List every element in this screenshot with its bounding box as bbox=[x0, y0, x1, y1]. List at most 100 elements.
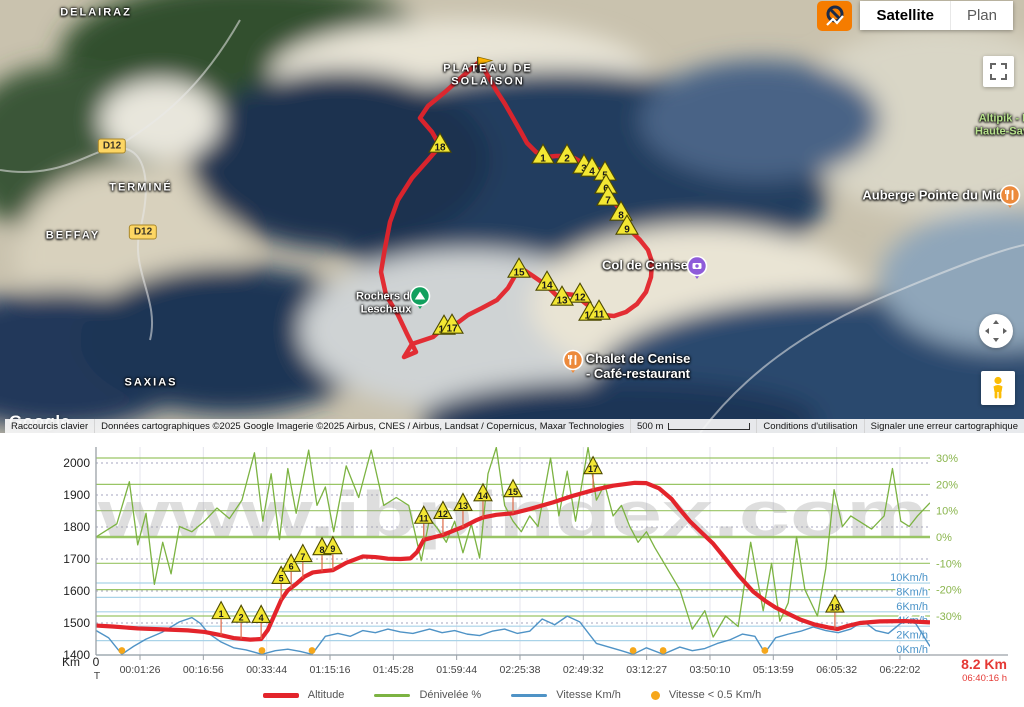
svg-text:0%: 0% bbox=[936, 532, 952, 544]
legend-item-vitesse-0-5-km-h: Vitesse < 0.5 Km/h bbox=[650, 689, 761, 701]
chart-legend: Altitude Dénivelée % Vitesse Km/h Vitesse <… bbox=[0, 685, 1024, 705]
svg-text:-10%: -10% bbox=[936, 558, 962, 570]
svg-text:8: 8 bbox=[618, 210, 624, 221]
waypoint-marker-15[interactable]: 15 bbox=[507, 257, 531, 278]
chart-waypoint-14: 14 bbox=[473, 482, 493, 502]
pan-arrows-icon bbox=[985, 320, 1007, 342]
svg-text:10%: 10% bbox=[936, 506, 958, 518]
elevation-profile-panel: 2000 1900 1800 1700 1600 1500 1400 30% 20% 10% 0% -… bbox=[0, 433, 1024, 707]
pan-control[interactable] bbox=[979, 314, 1013, 348]
legend-label: Vitesse Km/h bbox=[556, 689, 621, 701]
restaurant-icon[interactable] bbox=[562, 349, 584, 373]
svg-text:15: 15 bbox=[513, 267, 525, 278]
svg-text:15: 15 bbox=[508, 487, 518, 497]
satellite-imagery bbox=[0, 0, 1024, 433]
waypoint-marker-18[interactable]: 18 bbox=[428, 132, 452, 153]
svg-text:1800: 1800 bbox=[63, 520, 90, 534]
waypoint-marker-1[interactable]: 1 bbox=[531, 143, 555, 164]
keyboard-shortcuts-link[interactable]: Raccourcis clavier bbox=[5, 419, 95, 433]
scale-label: 500 m bbox=[637, 421, 664, 432]
svg-text:1700: 1700 bbox=[63, 552, 90, 566]
chart-waypoint-17: 17 bbox=[583, 455, 603, 475]
waypoint-marker-11[interactable]: 11 bbox=[587, 299, 611, 320]
svg-text:9: 9 bbox=[330, 544, 335, 554]
svg-text:2000: 2000 bbox=[63, 456, 90, 470]
waypoint-marker-12[interactable]: 12 bbox=[568, 282, 592, 303]
chart-waypoint-9: 9 bbox=[322, 535, 343, 555]
svg-text:01:45:28: 01:45:28 bbox=[373, 664, 414, 676]
svg-text:30%: 30% bbox=[936, 453, 958, 465]
scale-bar bbox=[668, 422, 751, 430]
maptype-control: Satellite Plan bbox=[860, 1, 1013, 30]
restaurant-icon[interactable] bbox=[999, 184, 1021, 208]
elevation-chart: 2000 1900 1800 1700 1600 1500 1400 30% 20% 10% 0% -… bbox=[62, 447, 1008, 684]
satellite-button[interactable]: Satellite bbox=[860, 1, 950, 30]
svg-text:-30%: -30% bbox=[936, 611, 962, 623]
waypoint-marker-14[interactable]: 14 bbox=[535, 270, 559, 291]
plan-button[interactable]: Plan bbox=[949, 1, 1013, 30]
legend-item-d-nivel-e-: Dénivelée % bbox=[374, 689, 481, 701]
svg-text:12: 12 bbox=[574, 292, 586, 303]
svg-text:18: 18 bbox=[434, 142, 446, 153]
waypoint-marker-9[interactable]: 9 bbox=[615, 214, 639, 235]
chart-waypoint-12: 12 bbox=[433, 500, 453, 520]
legend-line-swatch bbox=[262, 692, 299, 698]
svg-text:00:33:44: 00:33:44 bbox=[246, 664, 287, 676]
svg-text:3: 3 bbox=[581, 163, 587, 174]
svg-text:8.2 Km: 8.2 Km bbox=[961, 656, 1007, 672]
legend-line-swatch bbox=[511, 693, 548, 697]
waypoint-marker-7[interactable]: 7 bbox=[596, 185, 620, 206]
svg-text:05:13:59: 05:13:59 bbox=[753, 664, 794, 676]
map-canvas[interactable]: 181234567891011121314151617 DELAIRAZTERM… bbox=[0, 0, 1024, 433]
svg-text:13: 13 bbox=[556, 295, 568, 306]
chart-waypoint-4: 4 bbox=[251, 604, 272, 624]
chart-waypoint-7: 7 bbox=[292, 543, 313, 563]
legend-item-vitesse-km-h: Vitesse Km/h bbox=[511, 689, 621, 701]
report-error-link[interactable]: Signaler une erreur cartographique bbox=[863, 419, 1024, 433]
svg-text:6Km/h: 6Km/h bbox=[896, 601, 928, 613]
svg-text:06:22:02: 06:22:02 bbox=[880, 664, 921, 676]
svg-text:1400: 1400 bbox=[63, 648, 90, 662]
waypoint-marker-17[interactable]: 17 bbox=[440, 313, 464, 334]
svg-text:10Km/h: 10Km/h bbox=[890, 572, 928, 584]
map-data-attribution: Données cartographiques ©2025 Google Ima… bbox=[94, 419, 631, 433]
chart-waypoint-2: 2 bbox=[231, 604, 252, 623]
chart-waypoint-6: 6 bbox=[281, 553, 302, 572]
road-badge: D12 bbox=[128, 224, 158, 240]
svg-text:2: 2 bbox=[564, 153, 570, 164]
svg-text:Km: Km bbox=[62, 655, 80, 669]
street-view-pegman-button[interactable] bbox=[981, 371, 1015, 405]
svg-text:06:40:16 h: 06:40:16 h bbox=[962, 673, 1007, 684]
fullscreen-icon bbox=[990, 63, 1007, 80]
svg-text:20%: 20% bbox=[936, 479, 958, 491]
svg-text:03:50:10: 03:50:10 bbox=[690, 664, 731, 676]
mountain-icon[interactable] bbox=[409, 285, 431, 309]
ibp-logo-icon bbox=[817, 1, 852, 31]
svg-text:6: 6 bbox=[289, 562, 294, 572]
svg-text:13: 13 bbox=[458, 501, 468, 511]
svg-text:4: 4 bbox=[259, 613, 264, 623]
chart-waypoint-18: 18 bbox=[825, 593, 845, 613]
legend-label: Altitude bbox=[307, 689, 345, 701]
svg-text:1: 1 bbox=[540, 153, 546, 164]
waypoint-marker-13[interactable]: 13 bbox=[550, 285, 574, 306]
svg-text:7: 7 bbox=[605, 195, 611, 206]
waypoint-marker-4[interactable]: 4 bbox=[580, 156, 604, 177]
fullscreen-button[interactable] bbox=[983, 56, 1014, 87]
svg-text:14: 14 bbox=[541, 280, 553, 291]
pegman-icon bbox=[993, 376, 1003, 399]
terms-link[interactable]: Conditions d'utilisation bbox=[756, 419, 864, 433]
svg-text:8: 8 bbox=[320, 545, 325, 555]
waypoint-marker-2[interactable]: 2 bbox=[555, 143, 579, 164]
legend-item-altitude: Altitude bbox=[262, 689, 345, 701]
svg-text:1: 1 bbox=[219, 609, 224, 619]
svg-text:18: 18 bbox=[830, 602, 840, 612]
camera-icon[interactable] bbox=[686, 255, 708, 279]
svg-text:11: 11 bbox=[594, 309, 605, 320]
chart-waypoint-1: 1 bbox=[211, 600, 232, 620]
svg-text:01:15:16: 01:15:16 bbox=[310, 664, 351, 676]
svg-text:17: 17 bbox=[588, 464, 598, 474]
chart-waypoint-15: 15 bbox=[503, 478, 523, 498]
svg-text:00:01:26: 00:01:26 bbox=[120, 664, 161, 676]
svg-text:1500: 1500 bbox=[63, 616, 90, 630]
